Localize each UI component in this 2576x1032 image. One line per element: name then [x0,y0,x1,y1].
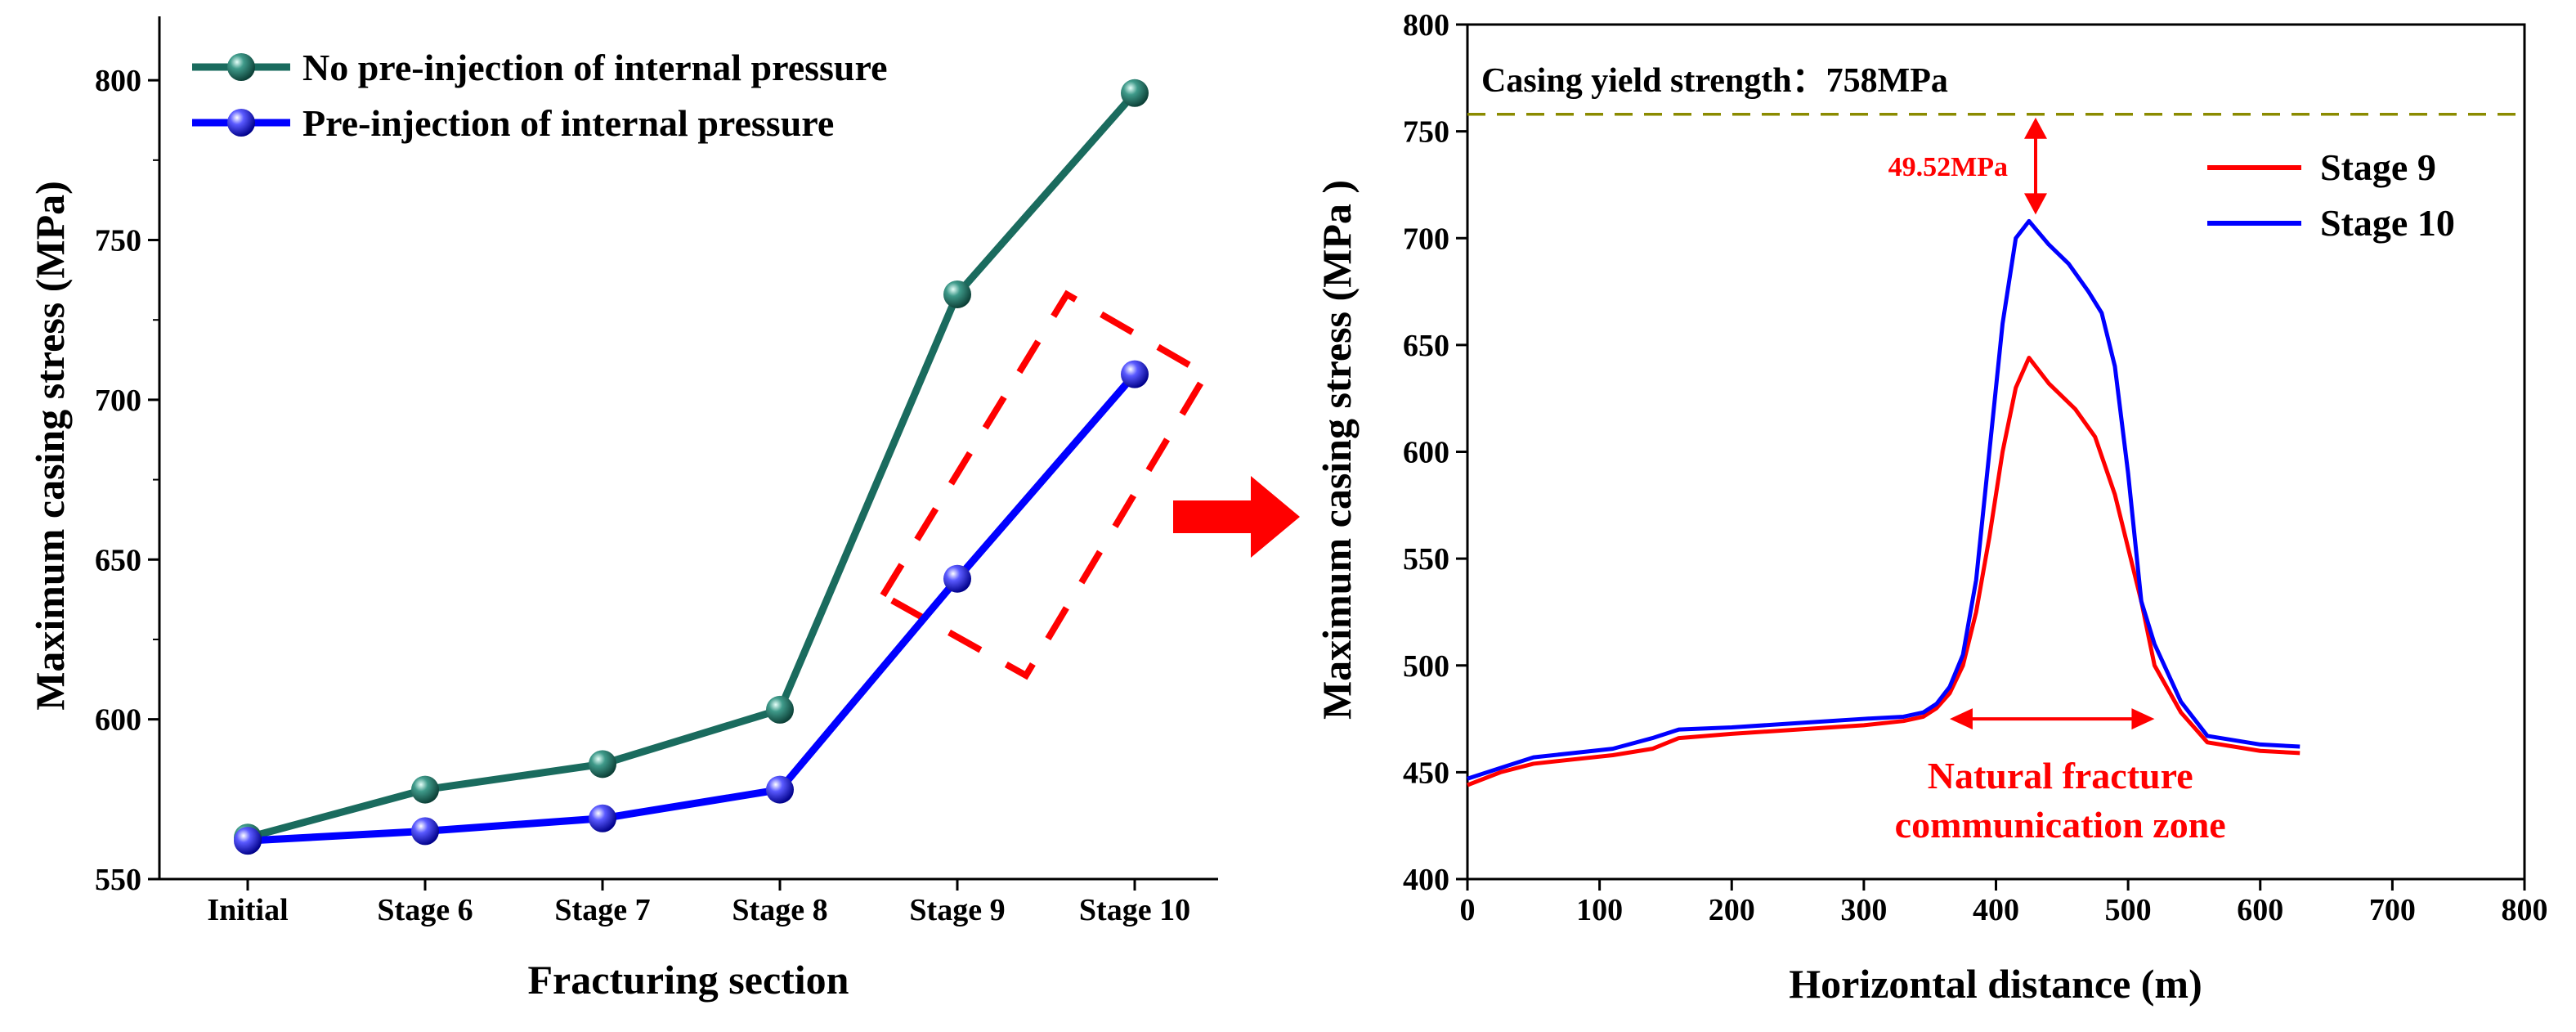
right-y-axis-title: Maximum casing stress (MPa ) [1314,180,1360,720]
left-x-tick-label: Stage 9 [909,893,1005,927]
series-line-1 [247,371,1138,845]
series-1-point [411,817,439,846]
series-1-point [234,827,262,855]
transition-arrow [1173,476,1300,558]
series-line-0 [246,90,1138,841]
right-x-tick-label: 500 [2105,893,2152,927]
right-x-tick-label: 800 [2502,893,2548,927]
right-x-axis-title: Horizontal distance (m) [1789,961,2202,1007]
right-x-tick-label: 300 [1840,893,1887,927]
right-x-tick-label: 600 [2237,893,2283,927]
right-x-tick-label: 100 [1576,893,1623,927]
legend-label-no-pre-injection: No pre-injection of internal pressure [302,47,888,88]
series-line-stage-10 [1467,218,2300,781]
highlight-box [878,289,1211,680]
chart-fracturing-section: 550 600 650 700 750 800 Initial Stage 6 Stage 7 S… [27,16,1218,1003]
series-0-point [1121,79,1149,107]
zone-label-line1: Natural fracture [1928,755,2193,796]
series-0-point [943,280,971,308]
legend-label-pre-injection: Pre-injection of internal pressure [302,102,834,144]
series-1-point [943,564,971,593]
series-1-point [766,775,794,804]
left-x-tick-label: Stage 6 [377,893,473,927]
right-y-tick-label: 550 [1403,542,1449,577]
zone-arrow-head-left [1949,708,1973,730]
right-x-tick-label: 0 [1460,893,1476,927]
right-x-tick-label: 700 [2369,893,2416,927]
zone-arrow-head-right [2131,708,2155,730]
chart-horizontal-distance: 400 450 500 550 600 650 700 750 800 0 100 200 300 400… [1314,8,2548,1007]
left-y-tick-label: 600 [95,703,141,738]
yield-strength-label: Casing yield strength：758MPa [1481,62,1948,100]
left-y-tick-label: 800 [95,64,141,98]
left-legend: No pre-injection of internal pressure Pr… [192,47,888,144]
right-y-tick-label: 450 [1403,756,1449,790]
left-y-tick-label: 650 [95,543,141,577]
right-y-tick-label: 600 [1403,436,1449,470]
right-y-tick-label: 400 [1403,863,1449,897]
left-y-tick-label: 750 [95,224,141,258]
legend-label-stage-10: Stage 10 [2320,202,2455,244]
gap-arrow-head-down [2023,193,2047,215]
left-x-tick-label: Stage 10 [1079,893,1190,927]
right-y-tick-label: 700 [1403,222,1449,256]
series-line-stage-9 [1467,356,2300,787]
series-1-point [1121,360,1149,388]
right-y-tick-label: 500 [1403,649,1449,684]
left-x-tick-label: Stage 7 [554,893,650,927]
right-y-tick-label: 800 [1403,8,1449,43]
left-x-tick-label: Stage 8 [732,893,827,927]
right-y-tick-label: 650 [1403,329,1449,363]
left-x-tick-label: Initial [207,893,288,927]
left-x-axis-title: Fracturing section [528,957,849,1003]
left-y-tick-label: 550 [95,863,141,897]
gap-label: 49.52MPa [1888,152,2008,182]
series-0-point [589,750,616,778]
series-0-point [766,695,794,724]
right-x-tick-label: 200 [1709,893,1755,927]
right-legend: Stage 9 Stage 10 [2207,146,2455,244]
legend-marker-pre-injection [227,109,255,137]
legend-marker-no-pre-injection [227,53,255,81]
series-1-point [589,804,616,832]
right-y-tick-label: 750 [1403,115,1449,150]
left-y-tick-label: 700 [95,384,141,418]
gap-arrow-head-up [2023,117,2047,139]
left-y-axis-title: Maximum casing stress (MPa) [27,181,73,711]
right-x-tick-label: 400 [1973,893,2019,927]
series-0-point [411,775,439,804]
zone-label-line2: communication zone [1895,804,2226,846]
legend-label-stage-9: Stage 9 [2320,146,2436,188]
